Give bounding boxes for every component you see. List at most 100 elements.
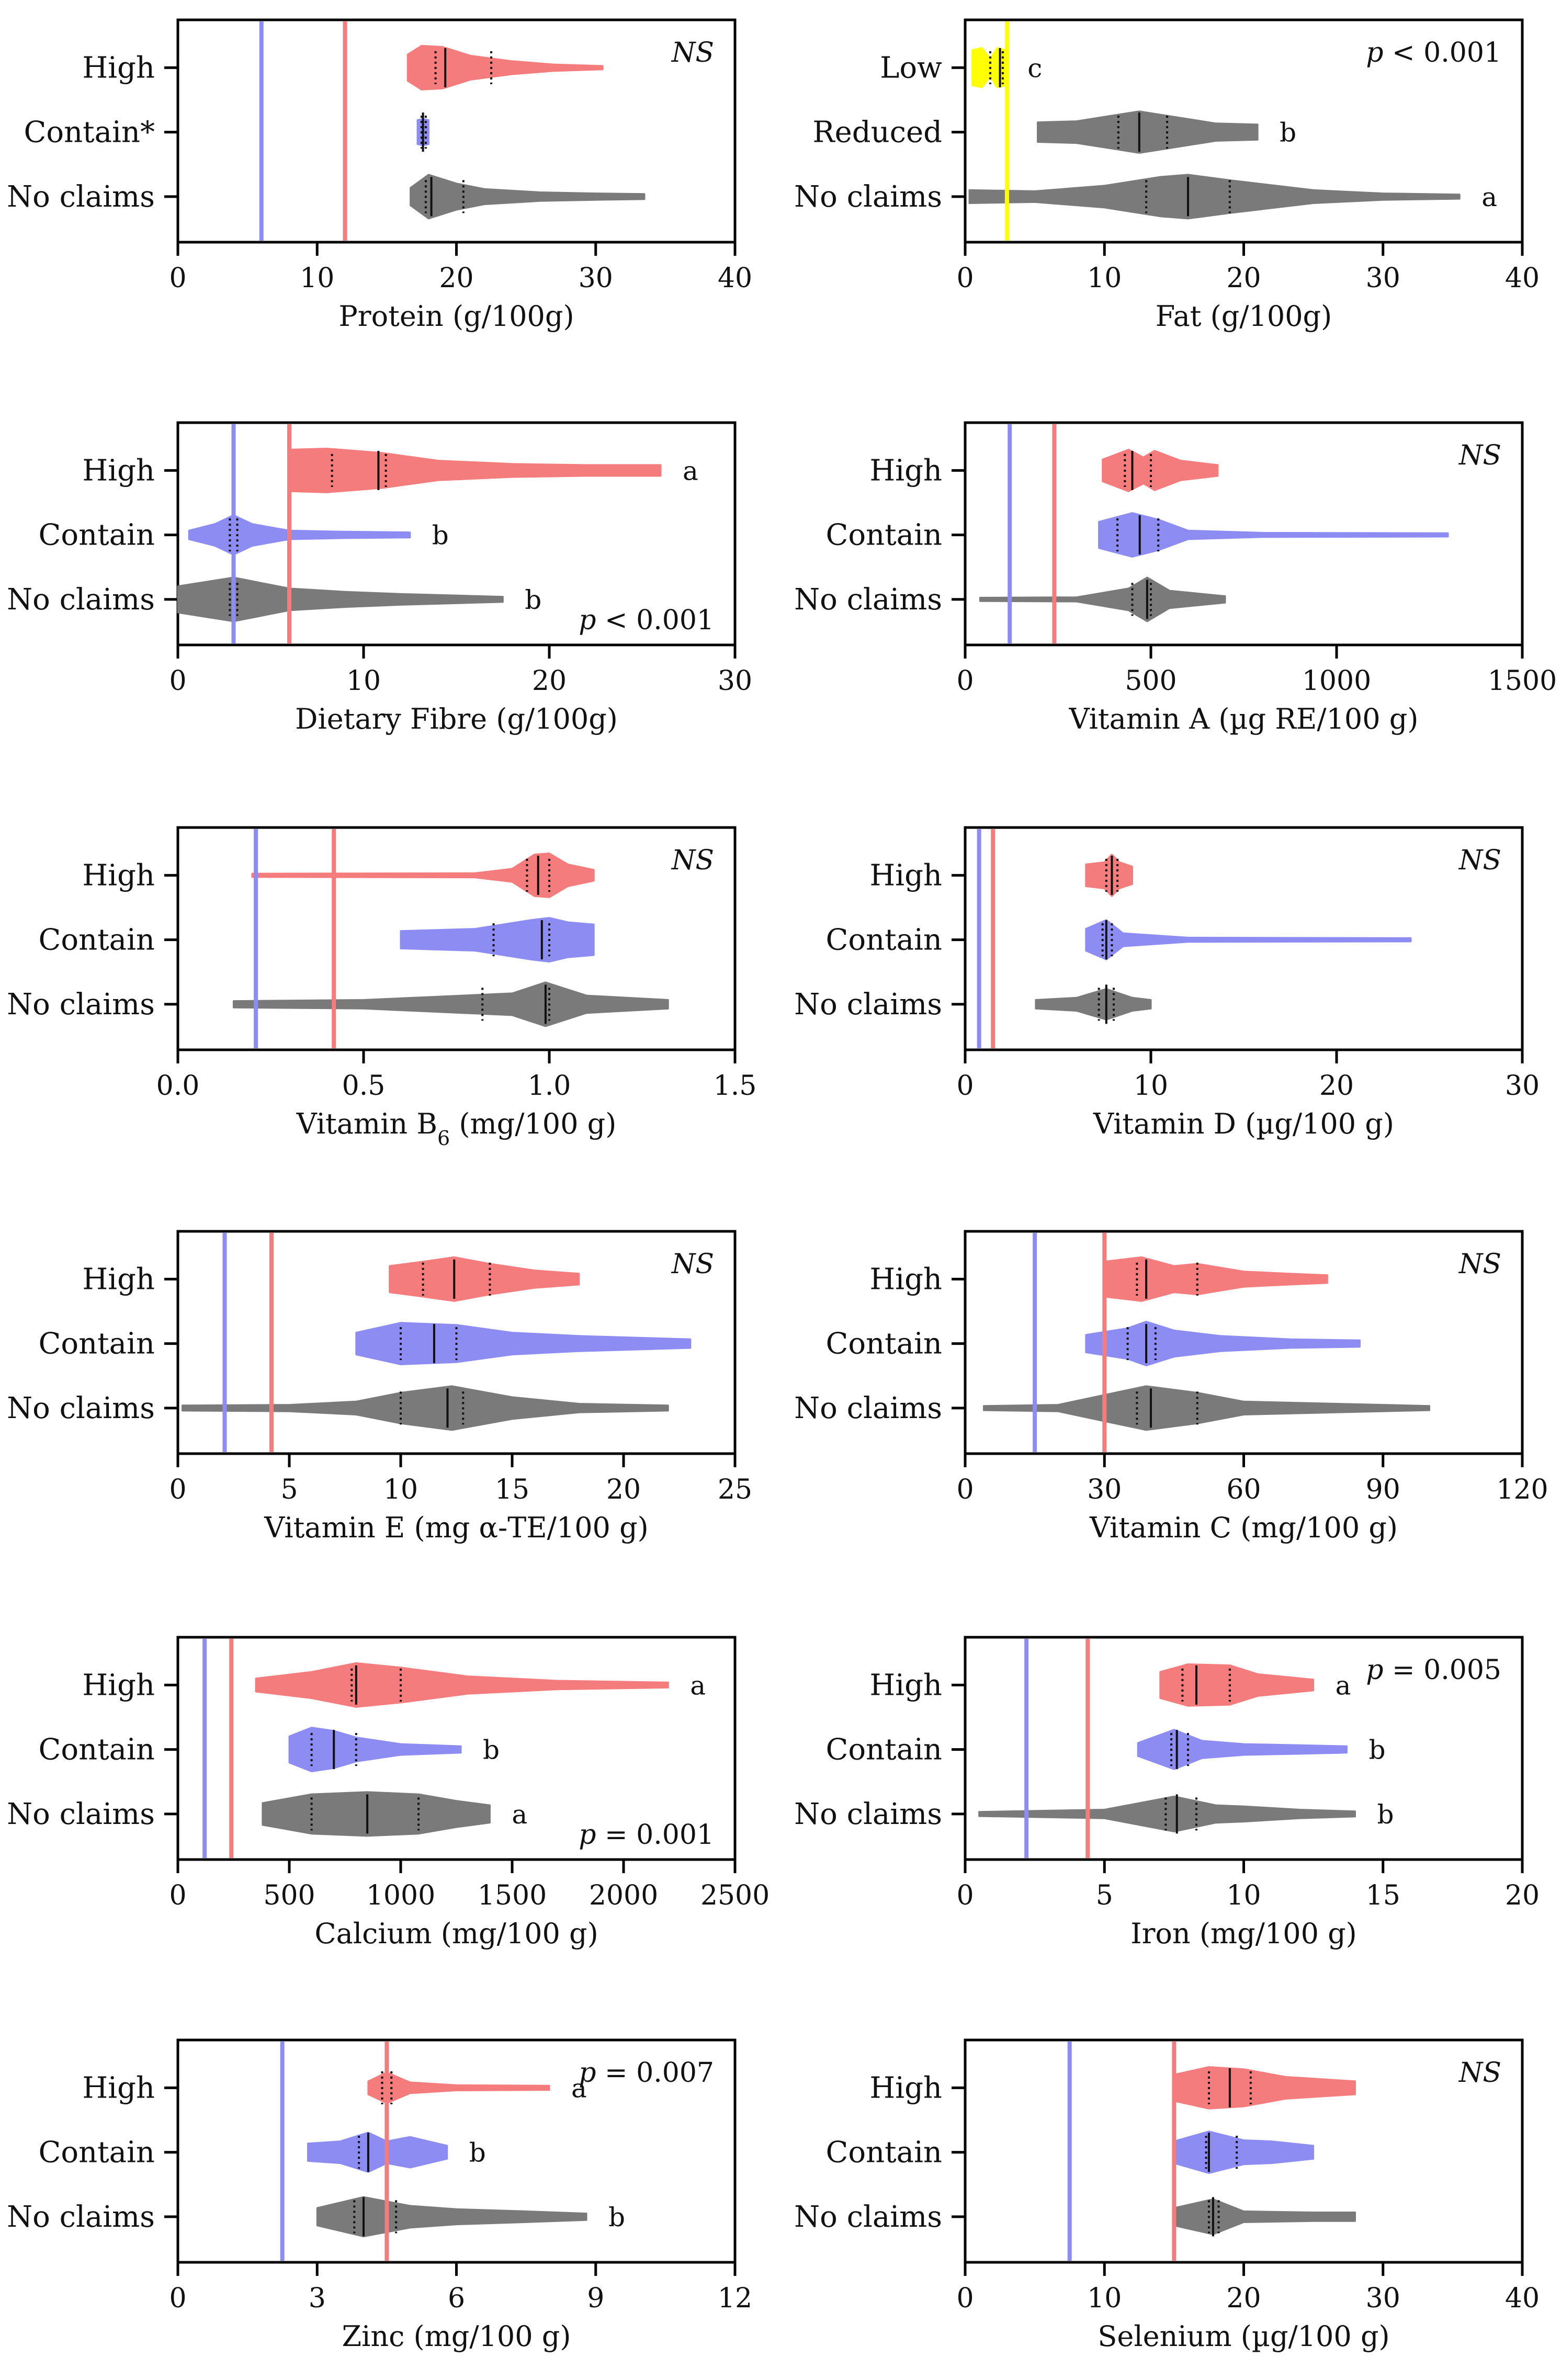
- stat-annotation: p < 0.001: [1366, 37, 1501, 69]
- violin-high: High a: [869, 1663, 1351, 1707]
- category-label: Contain: [39, 923, 155, 957]
- violin-body: [367, 2071, 550, 2104]
- x-tick-label: 10: [346, 665, 381, 697]
- violin-no-claims: No claims: [7, 174, 646, 220]
- x-tick-label: 10: [383, 1474, 418, 1505]
- violin-body: [978, 1795, 1356, 1832]
- violin-high: High: [869, 1256, 1328, 1302]
- significance-letter: b: [432, 520, 449, 551]
- x-tick-label: 0: [956, 1474, 974, 1505]
- x-axis-title: Protein (g/100g): [338, 300, 574, 333]
- violin-body: [1173, 2198, 1356, 2235]
- x-axis-title: Vitamin E (mg α-TE/100 g): [264, 1511, 648, 1544]
- chart-panel-vitamin-a: 0 500 1000 1500 Vitamin A (µg RE/100 g) High C…: [794, 421, 1557, 735]
- x-tick-label: 30: [1366, 2283, 1400, 2314]
- violin-body: [1037, 110, 1259, 154]
- violin-no-claims: No claims: [794, 576, 1226, 622]
- category-label: No claims: [794, 1797, 942, 1831]
- x-tick-label: 2000: [589, 1880, 658, 1911]
- violin-no-claims: No claims: [794, 984, 1152, 1024]
- category-label: Contain: [826, 1327, 943, 1361]
- violin-body: [400, 917, 595, 963]
- category-label: High: [82, 858, 155, 892]
- violin-no-claims: No claims b: [7, 2196, 625, 2238]
- x-tick-label: 0: [956, 665, 974, 697]
- violin-high: High: [82, 44, 604, 90]
- violin-body: [1085, 919, 1412, 960]
- x-tick-label: 0: [956, 2283, 974, 2314]
- violin-body: [1173, 2066, 1356, 2110]
- category-label: High: [869, 858, 942, 892]
- x-tick-label: 20: [532, 665, 567, 697]
- category-label: Low: [880, 51, 942, 85]
- chart-panel-calcium: 0 500 1000 1500 2000 2500 Calcium (mg/100 g) Hi…: [7, 1636, 770, 1950]
- significance-letter: b: [608, 2202, 625, 2232]
- significance-letter: a: [690, 1670, 706, 1701]
- violin-body: [979, 576, 1226, 622]
- x-tick-label: 1000: [1302, 665, 1371, 697]
- stat-annotation: NS: [1458, 1249, 1501, 1280]
- category-label: Contain: [826, 2136, 943, 2170]
- significance-letter: a: [683, 456, 698, 486]
- violin-body: [1035, 988, 1152, 1021]
- violin-body: [1173, 2130, 1315, 2174]
- category-label: No claims: [7, 583, 155, 617]
- x-tick-label: 9: [587, 2283, 604, 2314]
- violin-body: [410, 174, 646, 220]
- x-tick-label: 30: [718, 665, 752, 697]
- violin-contain: Contain*: [24, 112, 429, 152]
- x-axis-title: Iron (mg/100 g): [1130, 1917, 1357, 1950]
- category-label: No claims: [794, 583, 942, 617]
- category-label: Contain*: [24, 116, 155, 150]
- x-tick-label: 1500: [478, 1880, 547, 1911]
- chart-panel-protein: 0 10 20 30 40 Protein (g/100g) High Contain* No …: [7, 18, 752, 333]
- violin-low: Low c: [880, 47, 1042, 88]
- violin-contain: Contain: [826, 1321, 1361, 1367]
- violin-high: High: [869, 2066, 1356, 2110]
- violin-body: [182, 1385, 669, 1431]
- category-label: High: [869, 1668, 942, 1702]
- x-tick-label: 1.0: [528, 1070, 571, 1102]
- category-label: No claims: [7, 180, 155, 214]
- significance-letter: b: [1377, 1799, 1394, 1830]
- category-label: Contain: [826, 923, 943, 957]
- category-label: High: [82, 1262, 155, 1296]
- x-tick-label: 60: [1226, 1474, 1261, 1505]
- category-label: Contain: [39, 1327, 155, 1361]
- significance-letter: b: [1369, 1735, 1386, 1765]
- x-tick-label: 25: [718, 1474, 752, 1505]
- violin-body: [1159, 1663, 1315, 1707]
- significance-letter: a: [512, 1799, 527, 1830]
- x-tick-label: 0: [956, 1070, 974, 1102]
- x-axis-title: Fat (g/100g): [1156, 300, 1332, 333]
- violin-contain: Contain b: [39, 514, 449, 556]
- category-label: No claims: [7, 988, 155, 1022]
- violin-no-claims: No claims a: [794, 174, 1497, 220]
- stat-annotation: NS: [1458, 2057, 1501, 2089]
- x-tick-label: 20: [1505, 1880, 1540, 1911]
- x-tick-label: 30: [1366, 263, 1400, 294]
- x-axis-title: Vitamin C (mg/100 g): [1089, 1511, 1398, 1544]
- x-tick-label: 5: [280, 1474, 298, 1505]
- significance-letter: b: [469, 2138, 486, 2168]
- chart-panel-vitamin-c: 0 30 60 90 120 Vitamin C (mg/100 g) High Contai…: [794, 1230, 1548, 1544]
- x-tick-label: 12: [718, 2283, 752, 2314]
- x-tick-label: 0: [169, 1880, 186, 1911]
- violin-contain: Contain b: [826, 1729, 1386, 1770]
- stat-annotation: p = 0.001: [579, 1819, 714, 1851]
- x-tick-label: 20: [1226, 263, 1261, 294]
- violin-contain: Contain: [39, 917, 595, 963]
- x-tick-label: 0.5: [342, 1070, 386, 1102]
- x-tick-label: 10: [1226, 1880, 1261, 1911]
- category-label: Contain: [39, 518, 155, 552]
- violin-reduced: Reduced b: [812, 110, 1296, 154]
- category-label: High: [82, 2071, 155, 2105]
- x-tick-label: 500: [1125, 665, 1177, 697]
- chart-panel-vitamin-d: 0 10 20 30 Vitamin D (µg/100 g) High Contain No…: [794, 826, 1540, 1140]
- chart-panel-vitamin-e: 0 5 10 15 20 25 Vitamin E (mg α-TE/100 g) High C…: [7, 1230, 752, 1544]
- category-label: No claims: [7, 1797, 155, 1831]
- x-axis-title: Vitamin D (µg/100 g): [1093, 1107, 1394, 1140]
- violin-body: [251, 852, 595, 898]
